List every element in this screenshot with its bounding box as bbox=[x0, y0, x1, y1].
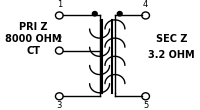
Text: 5: 5 bbox=[143, 101, 148, 110]
Text: PRI Z: PRI Z bbox=[19, 22, 48, 32]
Text: 8000 OHM: 8000 OHM bbox=[5, 34, 62, 44]
Text: 1: 1 bbox=[57, 0, 62, 9]
Text: CT: CT bbox=[26, 46, 40, 56]
Text: 3.2 OHM: 3.2 OHM bbox=[148, 50, 195, 60]
Text: 3: 3 bbox=[57, 101, 62, 110]
Circle shape bbox=[117, 12, 122, 16]
Text: 4: 4 bbox=[143, 0, 148, 9]
Circle shape bbox=[92, 12, 97, 16]
Text: SEC Z: SEC Z bbox=[156, 34, 187, 44]
Text: 2: 2 bbox=[57, 35, 62, 44]
